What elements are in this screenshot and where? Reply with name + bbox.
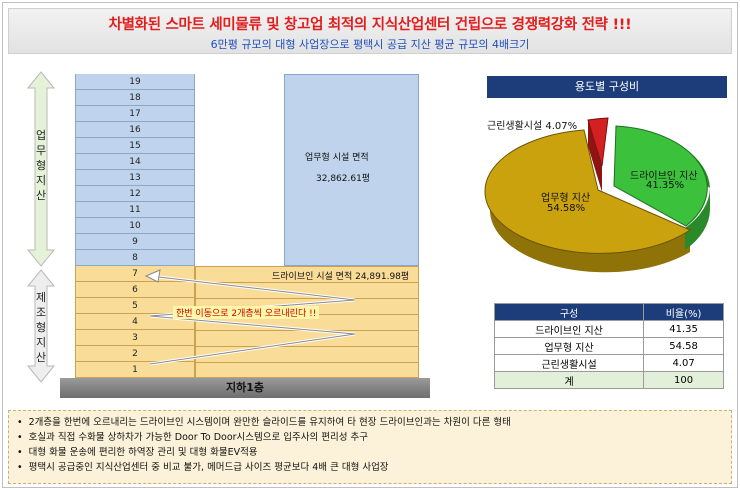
table-cell: 4.07 [643, 354, 724, 372]
note-item: 대형 화물 운송에 편리한 하역장 관리 및 대형 화물EV적용 [17, 445, 723, 460]
ratio-table: 구성 비율(%) 드라이브인 지산 41.35 업무형 지산 54.58 근린생… [493, 303, 724, 389]
table-cell: 업무형 지산 [493, 337, 645, 355]
table-header-composition: 구성 [493, 303, 645, 321]
ramp-label: 한번 이동으로 2개층씩 오르내린다 !! [173, 306, 320, 319]
note-item: 호실과 직접 수화물 상하차가 가능한 Door To Door시스템으로 입주… [17, 430, 723, 445]
page-title: 차별화된 스마트 세미물류 및 창고업 최적의 지식산업센터 건립으로 경쟁력강… [108, 17, 632, 33]
table-row: 근린생활시설 4.07 [493, 354, 724, 372]
notes-box: 2개층을 한번에 오르내리는 드라이브인 시스템이며 완만한 슬라이드를 유지하… [8, 410, 732, 484]
floor-14: 14 [75, 154, 195, 170]
side-arrows [26, 71, 56, 383]
ramp-path [149, 274, 356, 366]
ramp-arrows [144, 269, 356, 366]
note-item: 평택시 공급중인 지식산업센터 중 비교 불가, 메머드급 사이즈 평균보다 4… [17, 460, 723, 475]
floor-18: 18 [75, 90, 195, 106]
floor-10: 10 [75, 218, 195, 234]
mfg-side-label: 제조형지산 [35, 291, 47, 364]
pie-label-retail: 근린생활시설 4.07% [487, 121, 578, 132]
floor-17: 17 [75, 106, 195, 122]
table-row: 드라이브인 지산 41.35 [493, 320, 724, 338]
note-item: 2개층을 한번에 오르내리는 드라이브인 시스템이며 완만한 슬라이드를 유지하… [17, 415, 723, 430]
floor-9: 9 [75, 234, 195, 250]
page-subtitle: 6만평 규모의 대형 사업장으로 평택시 공급 지산 평균 규모의 4배크기 [210, 38, 530, 51]
table-row: 업무형 지산 54.58 [493, 337, 724, 355]
office-area-value: 32,862.61평 [316, 174, 371, 184]
table-cell: 근린생활시설 [493, 354, 645, 372]
pie-label-office-name: 업무형 지산 [541, 193, 591, 204]
floor-19: 19 [75, 74, 195, 90]
office-arrow-icon [26, 71, 56, 267]
floor-15: 15 [75, 138, 195, 154]
pie-title: 용도별 구성비 [487, 76, 727, 98]
floor-6: 6 [75, 282, 195, 298]
table-header-ratio: 비율(%) [643, 303, 724, 321]
pie-slice-drivein [613, 125, 708, 227]
pie-label-office-pct: 54.58% [547, 203, 586, 214]
floor-16: 16 [75, 122, 195, 138]
table-cell: 드라이브인 지산 [493, 320, 645, 338]
floor-3: 3 [75, 330, 195, 346]
floor-13: 13 [75, 170, 195, 186]
floor-12: 12 [75, 186, 195, 202]
office-area-label: 업무형 시설 면적 [305, 153, 369, 163]
pie-label-drivein-pct: 41.35% [646, 180, 685, 191]
basement-floor: 지하1층 [60, 378, 430, 398]
floor-11: 11 [75, 202, 195, 218]
header-banner: 차별화된 스마트 세미물류 및 창고업 최적의 지식산업센터 건립으로 경쟁력강… [8, 8, 732, 54]
table-cell: 41.35 [643, 320, 724, 338]
pie-side-office [490, 190, 690, 273]
building-diagram: 업무형지산 제조형지산 19 18 17 16 15 14 13 12 11 10 9 8 업무형 시… [26, 71, 430, 398]
pie-label-drivein-name: 드라이브인 지산 [630, 171, 698, 182]
floor-2: 2 [75, 346, 195, 362]
table-cell: 100 [643, 371, 724, 389]
pie-chart [484, 117, 710, 273]
ramp-arrowhead-icon [144, 269, 161, 283]
table-row-total: 계 100 [493, 371, 724, 389]
mfg-arrow-icon [26, 269, 56, 383]
pie-slice-retail [587, 117, 609, 167]
floor-1: 1 [75, 362, 195, 378]
table-cell: 계 [493, 371, 645, 389]
pie-slice-office [484, 129, 692, 254]
floor-8: 8 [75, 250, 195, 266]
pie-side-retail [588, 120, 602, 192]
office-side-label: 업무형지산 [35, 129, 47, 202]
table-cell: 54.58 [643, 337, 724, 355]
office-tower-right [284, 74, 419, 266]
drivein-area-label: 드라이브인 시설 면적 24,891.98평 [272, 272, 410, 282]
